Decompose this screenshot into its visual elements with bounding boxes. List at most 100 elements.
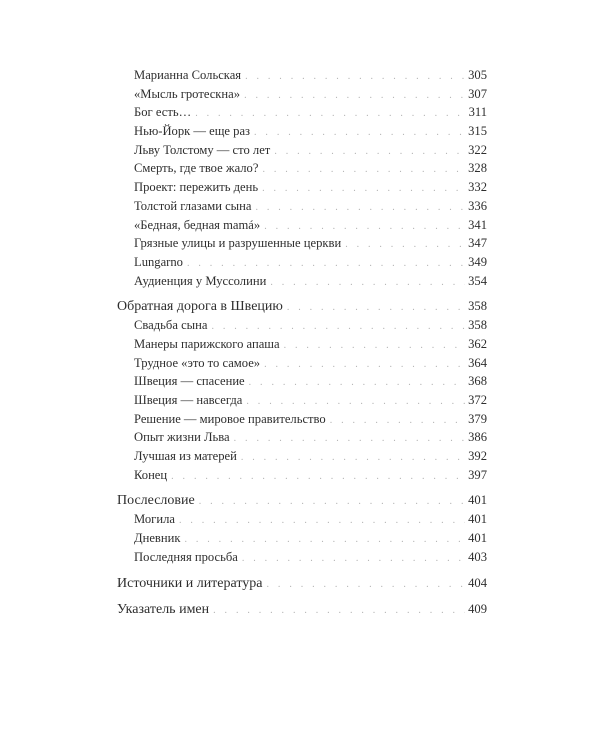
dot-leader [262,180,465,199]
entry-page-number: 392 [468,449,487,464]
toc-entry: Льву Толстому — сто лет 322 [117,141,487,160]
toc-entry: «Мысль гротескна» 307 [117,85,487,104]
entry-title: Последняя просьба [134,549,238,564]
dot-leader [267,575,466,594]
dot-leader [241,449,465,468]
toc-entry: Швеция — навсегда 372 [117,391,487,410]
entry-page-number: 347 [468,236,487,251]
entry-title: Дневник [134,531,181,546]
dot-leader [179,512,465,531]
entry-page-number: 401 [468,512,487,527]
dot-leader [274,143,465,162]
toc-entry: Лучшая из матерей 392 [117,447,487,466]
entry-title: Смерть, где твое жало? [134,161,259,176]
toc-entry: Смерть, где твое жало? 328 [117,159,487,178]
dot-leader [255,199,465,218]
entry-page-number: 372 [468,393,487,407]
dot-leader [245,68,465,87]
toc-entry: Толстой глазами сына 336 [117,197,487,216]
entry-page-number: 336 [468,198,487,213]
dot-leader [287,298,465,317]
entry-title: Могила [134,512,175,527]
dot-leader [242,550,465,569]
dot-leader [171,468,465,487]
entry-title: Обратная дорога в Швецию [117,299,283,315]
dot-leader [249,374,465,393]
toc-entry: Конец 397 [117,466,487,485]
entry-title: Трудное «это то самое» [134,355,261,370]
entry-page-number: 305 [468,68,487,82]
entry-title: Нью-Йорк — еще раз [134,124,251,139]
entry-page-number: 362 [468,336,487,351]
entry-title: Опыт жизни Льва [134,430,230,445]
toc-entry: Трудное «это то самое» 364 [117,354,487,373]
entry-page-number: 403 [468,549,487,564]
toc-entry: «Бедная, бедная mamá» 341 [117,216,487,235]
entry-page-number: 379 [468,411,487,426]
dot-leader [262,161,465,180]
toc-entry: Грязные улицы и разрушенные церкви 347 [117,234,487,253]
entry-page-number: 401 [468,493,487,508]
entry-page-number: 341 [468,217,487,232]
entry-page-number: 404 [468,575,487,590]
entry-title: Решение — мировое правительство [134,411,326,426]
entry-title: Бог есть… [134,105,192,120]
dot-leader [254,124,465,143]
toc-entry: Lungarno 349 [117,253,487,272]
toc-entry: Нью-Йорк — еще раз 315 [117,122,487,141]
entry-page-number: 322 [468,142,487,157]
entry-title: Швеция — навсегда [134,393,243,407]
entry-page-number: 409 [468,601,487,616]
toc-section: Указатель имен 409 [117,600,487,619]
toc-section: Источники и литература 404 [117,574,487,593]
entry-title: Манеры парижского апаша [134,336,280,351]
toc-entry: Опыт жизни Льва 386 [117,428,487,447]
entry-title: Lungarno [134,254,183,269]
entry-title: Конец [134,467,168,482]
dot-leader [264,356,465,375]
dot-leader [234,430,465,449]
entry-page-number: 328 [468,161,487,176]
entry-title: Марианна Сольская [134,68,242,82]
toc-section: Обратная дорога в Швецию 358 [117,297,487,316]
dot-leader [213,601,465,620]
dot-leader [345,236,465,255]
toc-entry: Решение — мировое правительство 379 [117,410,487,429]
entry-title: Толстой глазами сына [134,198,252,213]
dot-leader [199,492,465,511]
toc-entry: Бог есть… 311 [117,103,487,122]
entry-page-number: 358 [468,318,487,333]
entry-page-number: 386 [468,430,487,445]
entry-title: «Бедная, бедная mamá» [134,217,261,232]
toc-entry: Проект: пережить день 332 [117,178,487,197]
toc-entry: Аудиенция у Муссолини 354 [117,272,487,291]
toc-entry: Марианна Сольская 305 [117,66,487,85]
entry-title: Проект: пережить день [134,180,259,195]
toc-entry: Могила 401 [117,510,487,529]
entry-page-number: 354 [468,273,487,288]
entry-title: Аудиенция у Муссолини [134,273,267,288]
dot-leader [270,274,465,293]
entry-page-number: 311 [468,105,487,120]
dot-leader [284,337,466,356]
entry-page-number: 397 [468,467,487,482]
entry-page-number: 307 [468,86,487,101]
entry-page-number: 368 [468,374,487,389]
entry-title: Источники и литература [117,575,263,591]
toc-entry: Свадьба сына 358 [117,316,487,335]
toc-entry: Манеры парижского апаша 362 [117,335,487,354]
dot-leader [244,87,465,106]
entry-title: Свадьба сына [134,318,208,333]
entry-title: «Мысль гротескна» [134,86,241,101]
toc-entry: Швеция — спасение 368 [117,372,487,391]
entry-title: Льву Толстому — сто лет [134,142,271,157]
entry-page-number: 364 [468,355,487,370]
entry-page-number: 349 [468,254,487,269]
entry-page-number: 315 [468,124,487,139]
entry-title: Указатель имен [117,601,210,617]
entry-title: Грязные улицы и разрушенные церкви [134,236,342,251]
entry-page-number: 332 [468,180,487,195]
entry-title: Швеция — спасение [134,374,245,389]
dot-leader [330,412,465,431]
entry-title: Послесловие [117,493,195,509]
